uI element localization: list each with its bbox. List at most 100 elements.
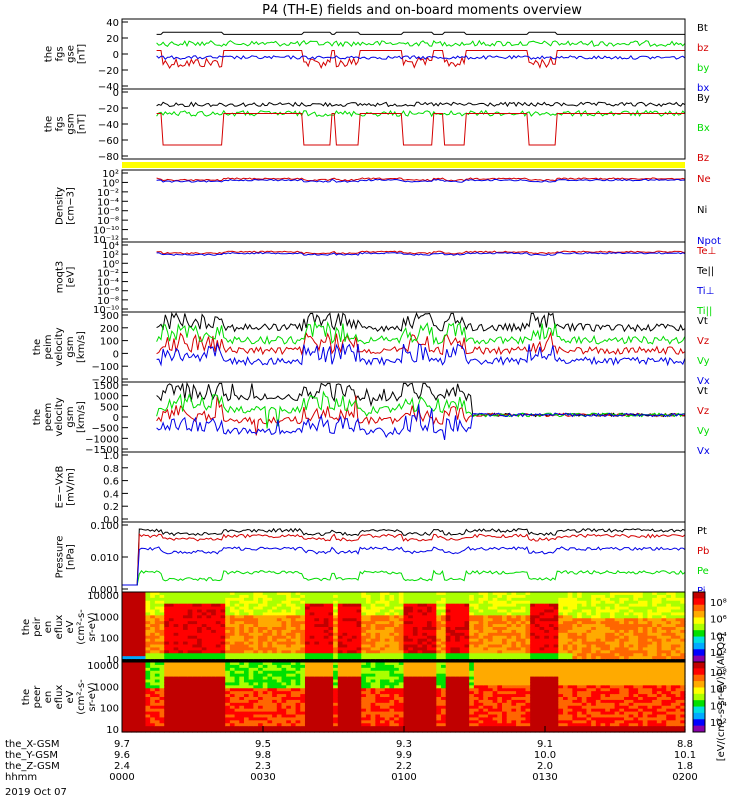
panel-9-ylabel: en (43, 621, 54, 634)
panel-5-ytick: −100 (92, 362, 119, 373)
panel-3-ytick: 10⁻¹² (93, 235, 119, 246)
panel-5-ylabel: peim (43, 334, 54, 359)
panel-6-ytick: −1000 (85, 434, 119, 445)
legend-Bz: Bz (697, 153, 709, 164)
xaxis-tick-value: 0030 (250, 772, 275, 783)
panel-10-ylabel: (cm²-s- (76, 679, 87, 715)
legend-Bt: Bt (697, 23, 708, 34)
panel-4-ytick: 10² (102, 250, 119, 261)
panel-1-ylabel: gse (66, 45, 77, 63)
panel-1: the fgs gse [nT] 40 20 0 −20 −40 Bt bz by bx (44, 18, 710, 94)
panel-6-ytick: −500 (92, 424, 119, 435)
series-Pe (122, 569, 686, 586)
panel-3-ytick: 10⁻⁸ (97, 216, 119, 227)
xaxis-tick-value: 9.9 (396, 750, 412, 761)
panel-2-frame (121, 88, 686, 160)
panel-10-ytick: 10 (106, 725, 119, 736)
panel-8-ytick: 0.010 (90, 553, 119, 564)
panel-3-ytick: 10² (102, 169, 119, 180)
series-Pt (122, 527, 686, 586)
legend-Ne: Ne (697, 174, 711, 185)
legend-Ti||: Ti|| (696, 306, 712, 317)
series-Vx (156, 404, 686, 441)
panel-4-ytick: 10⁻⁶ (97, 287, 119, 298)
panel-7-ytick: 0.8 (103, 464, 119, 475)
panel-4-ylabel: [eV] (66, 267, 77, 288)
series-Vy (156, 390, 685, 429)
xaxis-row-label: hhmm (5, 772, 37, 783)
panel-7-frame (121, 451, 686, 523)
panel-1-ytick: 0 (113, 50, 119, 61)
panel-1-ylabel: [nT] (77, 44, 88, 64)
panel-10-ytick: 100 (100, 704, 119, 715)
panel-10-ylabel: eflux (54, 685, 65, 710)
xaxis-tick-value: 10.0 (534, 750, 556, 761)
legend-By: By (697, 93, 710, 104)
legend-Vy: Vy (697, 426, 710, 437)
panel-4-ytick: 10⁰ (102, 259, 119, 270)
panel-3-ytick: 10⁻⁶ (97, 207, 119, 218)
legend-Te||: Te|| (696, 266, 714, 277)
panel-2-ylabel: [nT] (77, 114, 88, 134)
panel-2-ytick: 0 (113, 88, 119, 99)
legend-Vy: Vy (697, 356, 710, 367)
colorbar-tick: 10⁶ (710, 685, 727, 696)
panel-9-ylabel: eV (65, 620, 76, 633)
panel-8-ylabel: [nPa] (66, 544, 77, 570)
panel-1-ylabel: fgs (55, 46, 66, 61)
xaxis-tick-value: 9.5 (255, 739, 271, 750)
xaxis-tick-value: 0130 (532, 772, 557, 783)
legend-by: by (697, 63, 709, 74)
panel-7-ytick: 0.4 (103, 489, 119, 500)
panel-9-ytick: 1000 (94, 612, 119, 623)
panel-5-ylabel: [km/s] (76, 331, 87, 363)
legend-Vt: Vt (697, 386, 708, 397)
panel-3-ylabel: Density (55, 187, 66, 225)
panel-6-ylabel: the (32, 409, 43, 425)
series-Pi (122, 546, 686, 586)
panel-2-ylabel: the (44, 116, 55, 132)
panel-10-ytick: 1000 (94, 682, 119, 693)
panel-5-ytick: 100 (100, 337, 119, 348)
panel-5-ylabel: the (32, 339, 43, 355)
panel-6-ylabel: gsm (65, 406, 76, 427)
colorbar-tick: 10⁸ (710, 668, 727, 679)
panel-7: E=−VxB [mV/m] 1.0 0.8 0.60.4 0.2 0.0 (55, 451, 686, 526)
panel-1-ylabel: the (44, 46, 55, 62)
xaxis-tick-value: 2.4 (114, 761, 130, 772)
xaxis-tick-value: 9.7 (114, 739, 130, 750)
panel-4-ytick: 10⁴ (102, 241, 119, 252)
xaxis-tick-value: 2.2 (396, 761, 412, 772)
colorbar-label: [eV/(cm²-s-sr-eV)] (All Qs) (716, 633, 727, 762)
panel-6-ytick: −1500 (85, 445, 119, 456)
panel-8-ytick: 0.001 (90, 585, 119, 596)
panel-9-ytick: 100 (100, 634, 119, 645)
series-Vt (156, 381, 686, 418)
panel-4-ylabel: moqt3 (55, 261, 66, 294)
panel-6-ylabel: [km/s] (76, 401, 87, 433)
panel-1-ytick: −20 (98, 66, 119, 77)
xaxis-tick-value: 2.0 (537, 761, 553, 772)
series-Ne (156, 177, 686, 182)
panel-3-ytick: 10⁻⁴ (97, 197, 119, 208)
quality-flag-bar (122, 162, 685, 168)
panel-3-ytick: 10⁻² (97, 188, 119, 199)
legend-Bx: Bx (697, 123, 710, 134)
xaxis-tick-value: 9.1 (537, 739, 553, 750)
legend-Vx: Vx (697, 376, 710, 387)
panel-1-ytick: −40 (98, 82, 119, 93)
panel-5-ytick: 0 (113, 349, 119, 360)
series-Bt (156, 31, 685, 35)
xaxis-tick-value: 9.6 (114, 750, 130, 761)
panel-4-ytick: 10⁻⁸ (97, 296, 119, 307)
panel-3-ylabel: [cm−3] (66, 187, 77, 225)
panel-5-ylabel: velocity (54, 327, 65, 366)
series-bz (156, 50, 685, 70)
panel-9: the peir en eflux eV (cm²-s-sr-eV) 10000 1000 10… (21, 591, 727, 666)
series-bx (156, 54, 686, 60)
panel-9-ylabel: peir (32, 616, 43, 636)
panel-6-ylabel: velocity (54, 397, 65, 436)
panel-10-ylabel: peer (32, 685, 43, 709)
colorbar-tick: 10² (710, 718, 727, 729)
